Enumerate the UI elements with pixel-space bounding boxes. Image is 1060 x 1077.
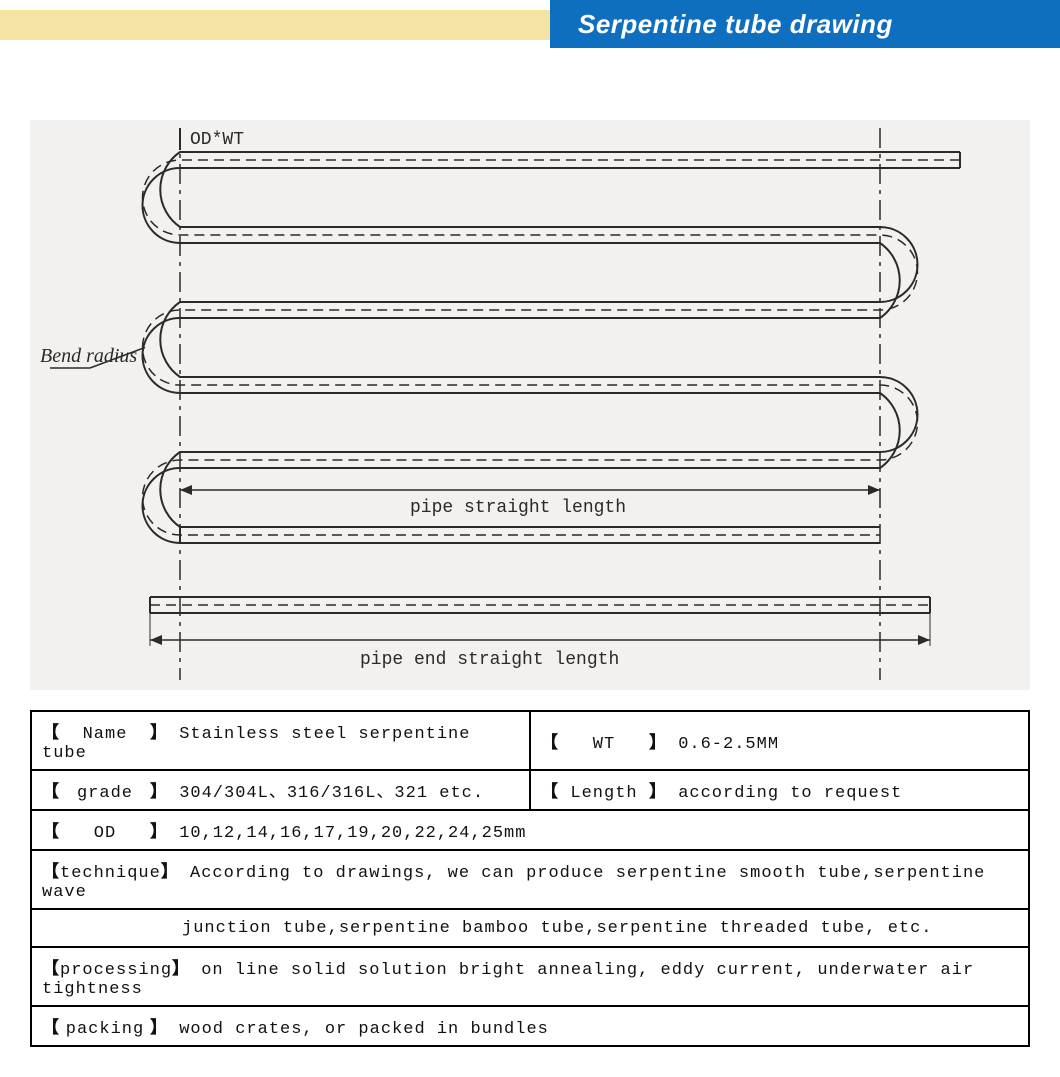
cell-name: 【Name】 Stainless steel serpentine tube (31, 711, 530, 770)
label-bend-radius: Bend radius (40, 345, 137, 368)
cell-length: 【Length】 according to request (530, 770, 1029, 810)
cell-technique2: junction tube,serpentine bamboo tube,ser… (31, 909, 1029, 947)
table-row: 【technique】 According to drawings, we ca… (31, 850, 1029, 909)
cell-grade: 【grade】 304/304L、316/316L、321 etc. (31, 770, 530, 810)
spec-table: 【Name】 Stainless steel serpentine tube 【… (30, 710, 1030, 1047)
table-row: 【packing】 wood crates, or packed in bund… (31, 1006, 1029, 1046)
table-row: 【OD】 10,12,14,16,17,19,20,22,24,25mm (31, 810, 1029, 850)
header-yellow-strip (0, 10, 550, 40)
table-row: 【processing】 on line solid solution brig… (31, 947, 1029, 1006)
table-row: 【Name】 Stainless steel serpentine tube 【… (31, 711, 1029, 770)
label-pipe-end-straight: pipe end straight length (360, 650, 619, 670)
cell-packing: 【packing】 wood crates, or packed in bund… (31, 1006, 1029, 1046)
cell-od: 【OD】 10,12,14,16,17,19,20,22,24,25mm (31, 810, 1029, 850)
label-od-wt: OD*WT (190, 130, 244, 150)
cell-processing: 【processing】 on line solid solution brig… (31, 947, 1029, 1006)
cell-wt: 【WT】 0.6-2.5MM (530, 711, 1029, 770)
cell-technique: 【technique】 According to drawings, we ca… (31, 850, 1029, 909)
header-bar: Serpentine tube drawing (0, 0, 1060, 60)
serpentine-diagram: OD*WT Bend radius pipe straight length p… (30, 120, 1030, 690)
table-row: 【grade】 304/304L、316/316L、321 etc. 【Leng… (31, 770, 1029, 810)
table-row: junction tube,serpentine bamboo tube,ser… (31, 909, 1029, 947)
header-title: Serpentine tube drawing (550, 0, 1060, 48)
diagram-svg (30, 120, 1030, 690)
label-pipe-straight: pipe straight length (410, 498, 626, 518)
